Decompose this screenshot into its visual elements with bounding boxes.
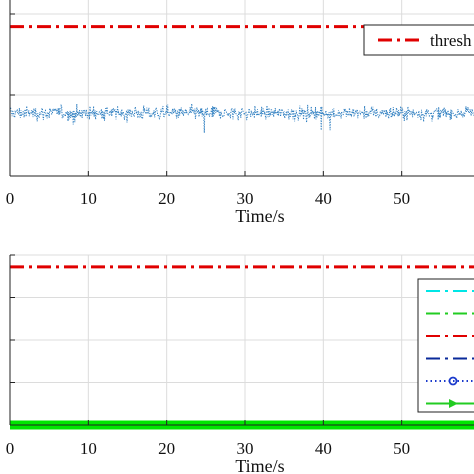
top-panel: 0 10 20 30 40 50 Time/s thresh: [6, 0, 474, 226]
x-tick-label-1: 10: [80, 189, 97, 208]
x-tick-label-1: 10: [80, 439, 97, 458]
x-tick-label-4: 40: [315, 439, 332, 458]
x-tick-label-2: 20: [158, 189, 175, 208]
x-tick-label-4: 40: [315, 189, 332, 208]
legend-marker-triangle: [449, 399, 458, 408]
series-noise-trace: [9, 103, 474, 133]
x-tick-label-0: 0: [6, 189, 15, 208]
legend-marker-circle: [448, 376, 458, 386]
bottom-panel: 0 10 20 30 40 50 Time/s: [6, 254, 474, 474]
x-tick-label-2: 20: [158, 439, 175, 458]
x-tick-label-3: 30: [237, 189, 254, 208]
legend: thresh: [363, 24, 474, 56]
x-tick-label-3: 30: [237, 439, 254, 458]
x-axis-label: Time/s: [235, 456, 284, 474]
legend-box: [417, 278, 474, 413]
x-axis-label: Time/s: [235, 206, 284, 226]
x-tick-label-5: 50: [393, 439, 410, 458]
x-tick-label-0: 0: [6, 439, 15, 458]
legend-label-threshold: thresh: [430, 31, 472, 50]
legend: [417, 278, 474, 413]
x-tick-label-5: 50: [393, 189, 410, 208]
